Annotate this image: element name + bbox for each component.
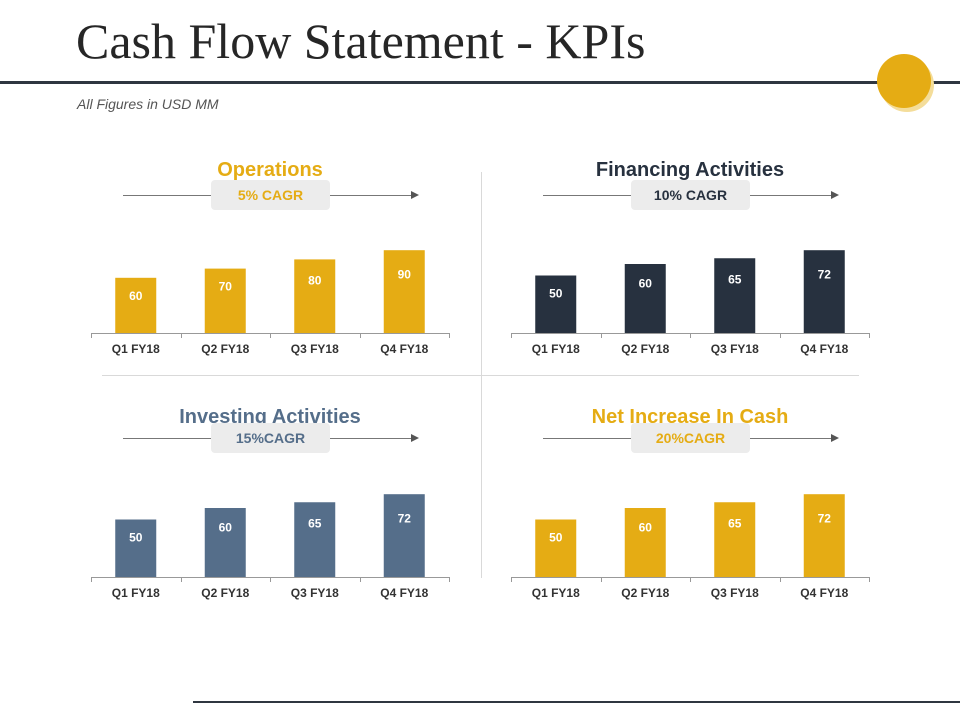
x-tick-label: Q1 FY18	[532, 342, 580, 356]
title-underline	[0, 81, 960, 84]
chart-title: Financing Activities	[595, 159, 785, 181]
data-label: 60	[129, 289, 143, 303]
x-tick-label: Q2 FY18	[621, 586, 669, 600]
bar	[294, 259, 336, 333]
chart-net-increase-in-cash: Net Increase In Cash 20%CAGR 50 Q1 FY18 60…	[511, 406, 870, 606]
slide-title: Cash Flow Statement - KPIs	[76, 13, 646, 69]
bar	[624, 264, 666, 333]
data-label: 80	[308, 273, 322, 287]
bar	[714, 502, 756, 577]
data-label: 60	[639, 520, 653, 534]
x-tick-label: Q4 FY18	[800, 342, 848, 356]
chart-title: Net Increase In Cash	[591, 406, 789, 428]
data-label: 60	[639, 276, 653, 290]
bar	[535, 275, 577, 333]
x-tick-label: Q1 FY18	[112, 342, 160, 356]
cagr-badge: 20%CAGR	[631, 423, 750, 453]
x-tick-label: Q3 FY18	[291, 586, 339, 600]
x-tick-label: Q2 FY18	[621, 342, 669, 356]
bar	[624, 508, 666, 577]
chart-operations: Operations 5% CAGR 60 Q1 FY18 70 Q2 FY18 80 Q…	[91, 159, 450, 359]
bar	[535, 519, 577, 577]
x-tick-label: Q1 FY18	[532, 586, 580, 600]
chart-title: Investing Activities	[179, 406, 361, 428]
data-label: 70	[219, 280, 233, 294]
data-label: 90	[398, 267, 412, 281]
bar-chart: 60 Q1 FY18 70 Q2 FY18 80 Q3 FY18 90 Q4 FY18	[91, 250, 450, 356]
data-label: 65	[728, 273, 742, 287]
x-tick-label: Q2 FY18	[201, 586, 249, 600]
bar	[204, 508, 246, 577]
x-tick-label: Q3 FY18	[291, 342, 339, 356]
bar	[803, 250, 845, 333]
data-label: 50	[549, 287, 563, 301]
bar	[115, 519, 157, 577]
chart-title: Operations	[217, 159, 323, 181]
bar	[714, 258, 756, 333]
cagr-badge: 5% CAGR	[211, 180, 330, 210]
data-label: 72	[818, 267, 832, 281]
bar	[803, 494, 845, 577]
x-tick-label: Q3 FY18	[711, 586, 759, 600]
bar-chart: 50 Q1 FY18 60 Q2 FY18 65 Q3 FY18 72 Q4 FY18	[511, 494, 870, 600]
accent-circle	[877, 54, 931, 108]
bar-chart: 50 Q1 FY18 60 Q2 FY18 65 Q3 FY18 72 Q4 FY18	[511, 250, 870, 356]
bar-chart: 50 Q1 FY18 60 Q2 FY18 65 Q3 FY18 72 Q4 FY18	[91, 494, 450, 600]
cagr-badge: 15%CAGR	[211, 423, 330, 453]
bar	[115, 277, 157, 333]
data-label: 60	[219, 520, 233, 534]
bar	[294, 502, 336, 577]
data-label: 50	[549, 531, 563, 545]
data-label: 65	[728, 517, 742, 531]
horizontal-divider	[102, 375, 859, 376]
x-tick-label: Q1 FY18	[112, 586, 160, 600]
x-tick-label: Q3 FY18	[711, 342, 759, 356]
bar	[204, 268, 246, 333]
data-label: 72	[398, 511, 412, 525]
cagr-badge: 10% CAGR	[631, 180, 750, 210]
data-label: 72	[818, 511, 832, 525]
bar	[383, 250, 425, 333]
chart-investing-activities: Investing Activities 15%CAGR 50 Q1 FY18 60…	[91, 406, 450, 606]
x-tick-label: Q4 FY18	[800, 586, 848, 600]
data-label: 65	[308, 517, 322, 531]
chart-financing-activities: Financing Activities 10% CAGR 50 Q1 FY18 6…	[511, 159, 870, 359]
x-tick-label: Q4 FY18	[380, 586, 428, 600]
slide-subtitle: All Figures in USD MM	[77, 96, 219, 112]
x-tick-label: Q2 FY18	[201, 342, 249, 356]
x-tick-label: Q4 FY18	[380, 342, 428, 356]
data-label: 50	[129, 531, 143, 545]
footer-rule	[193, 701, 960, 703]
bar	[383, 494, 425, 577]
